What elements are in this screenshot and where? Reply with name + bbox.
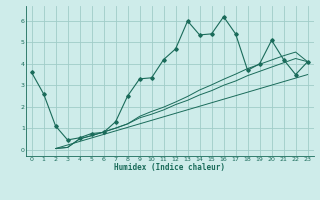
X-axis label: Humidex (Indice chaleur): Humidex (Indice chaleur) (114, 163, 225, 172)
